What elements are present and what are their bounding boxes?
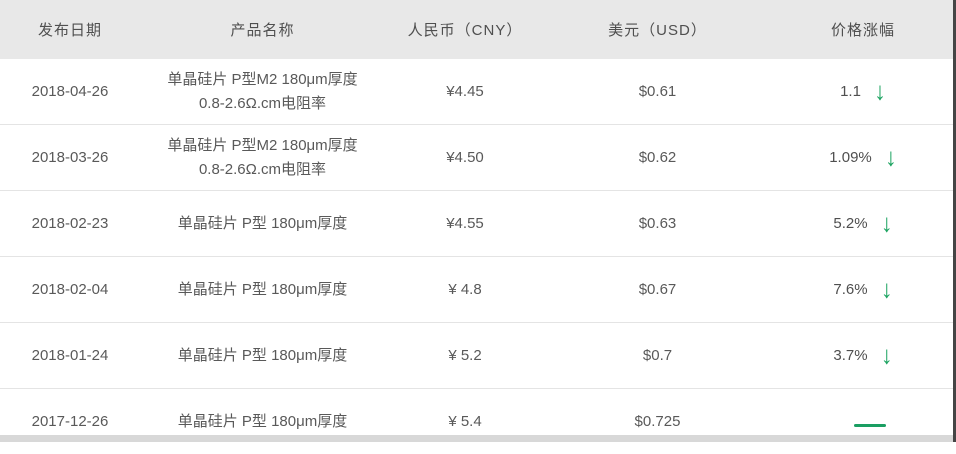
price-change-group: 1.09% ↓ [829,146,897,170]
release-date-cell: 2018-02-04 [0,257,140,323]
product-name-cell: 单晶硅片 P型 180μm厚度 [140,323,385,389]
product-name-text: 单晶硅片 P型 180μm厚度 [178,278,348,301]
release-date-cell: 2018-02-23 [0,191,140,257]
bottom-band [0,435,956,442]
table-row: 2018-01-24 单晶硅片 P型 180μm厚度 ¥ 5.2 $0.7 3.… [0,323,956,389]
cny-price-cell: ¥ 5.4 [385,389,545,454]
usd-price-cell: $0.62 [545,125,770,191]
price-change-cell: 7.6% ↓ [770,257,956,323]
price-change-group: 7.6% ↓ [833,278,892,302]
product-name-text: 单晶硅片 P型M2 180μm厚度 0.8-2.6Ω.cm电阻率 [156,134,370,181]
price-change-group [841,424,886,427]
price-change-cell [770,389,956,454]
price-change-value: 1.1 [840,80,861,103]
cny-price-cell: ¥4.45 [385,59,545,125]
price-change-group: 5.2% ↓ [833,212,892,236]
price-down-arrow-icon: ↓ [881,343,893,368]
column-header-product: 产品名称 [140,0,385,59]
product-name-cell: 单晶硅片 P型M2 180μm厚度 0.8-2.6Ω.cm电阻率 [140,59,385,125]
price-change-value: 7.6% [833,278,867,301]
price-down-arrow-icon: ↓ [874,79,886,104]
price-change-group: 1.1 ↓ [840,80,886,104]
cny-price-cell: ¥ 5.2 [385,323,545,389]
product-name-text: 单晶硅片 P型 180μm厚度 [178,344,348,367]
product-name-text: 单晶硅片 P型M2 180μm厚度 0.8-2.6Ω.cm电阻率 [156,68,370,115]
column-header-cny: 人民币（CNY） [385,0,545,59]
product-name-text: 单晶硅片 P型 180μm厚度 [178,212,348,235]
price-change-value: 5.2% [833,212,867,235]
usd-price-cell: $0.63 [545,191,770,257]
price-down-arrow-icon: ↓ [885,145,897,170]
price-down-arrow-icon: ↓ [881,211,893,236]
product-name-cell: 单晶硅片 P型 180μm厚度 [140,191,385,257]
cny-price-cell: ¥4.55 [385,191,545,257]
release-date-cell: 2018-04-26 [0,59,140,125]
usd-price-cell: $0.61 [545,59,770,125]
price-change-value: 1.09% [829,146,872,169]
product-name-text: 单晶硅片 P型 180μm厚度 [178,410,348,433]
price-change-value: 3.7% [833,344,867,367]
column-header-date: 发布日期 [0,0,140,59]
table-row: 2018-04-26 单晶硅片 P型M2 180μm厚度 0.8-2.6Ω.cm… [0,59,956,125]
usd-price-cell: $0.67 [545,257,770,323]
price-down-arrow-icon: ↓ [881,277,893,302]
product-name-cell: 单晶硅片 P型M2 180μm厚度 0.8-2.6Ω.cm电阻率 [140,125,385,191]
price-change-cell: 3.7% ↓ [770,323,956,389]
cny-price-cell: ¥ 4.8 [385,257,545,323]
release-date-cell: 2018-01-24 [0,323,140,389]
table-header-row: 发布日期产品名称人民币（CNY）美元（USD）价格涨幅 [0,0,956,59]
price-change-cell: 5.2% ↓ [770,191,956,257]
wafer-price-table-screen: 发布日期产品名称人民币（CNY）美元（USD）价格涨幅 2018-04-26 单… [0,0,956,442]
usd-price-cell: $0.725 [545,389,770,454]
usd-price-cell: $0.7 [545,323,770,389]
release-date-cell: 2017-12-26 [0,389,140,454]
table-row: 2018-02-04 单晶硅片 P型 180μm厚度 ¥ 4.8 $0.67 7… [0,257,956,323]
product-name-cell: 单晶硅片 P型 180μm厚度 [140,389,385,454]
price-flat-dash-icon [854,424,886,427]
price-change-cell: 1.1 ↓ [770,59,956,125]
column-header-change: 价格涨幅 [770,0,956,59]
price-change-group: 3.7% ↓ [833,344,892,368]
table-row: 2018-02-23 单晶硅片 P型 180μm厚度 ¥4.55 $0.63 5… [0,191,956,257]
release-date-cell: 2018-03-26 [0,125,140,191]
cny-price-cell: ¥4.50 [385,125,545,191]
table-row: 2018-03-26 单晶硅片 P型M2 180μm厚度 0.8-2.6Ω.cm… [0,125,956,191]
price-change-cell: 1.09% ↓ [770,125,956,191]
table-row: 2017-12-26 单晶硅片 P型 180μm厚度 ¥ 5.4 $0.725 [0,389,956,454]
column-header-usd: 美元（USD） [545,0,770,59]
product-name-cell: 单晶硅片 P型 180μm厚度 [140,257,385,323]
